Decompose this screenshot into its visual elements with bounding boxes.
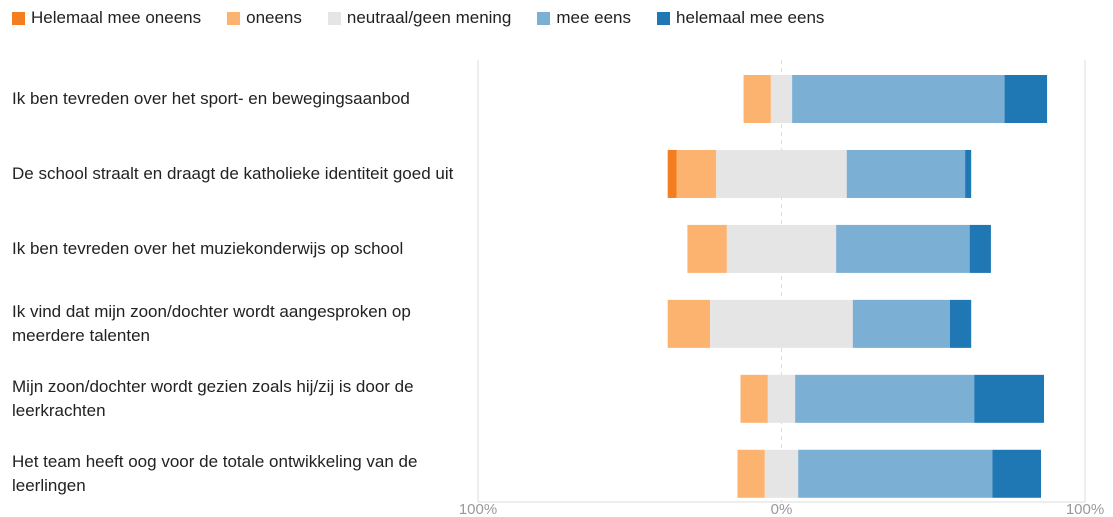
- legend-label: Helemaal mee oneens: [31, 8, 202, 27]
- x-tick-label: 100%: [459, 501, 497, 517]
- bar-segment: [737, 449, 765, 498]
- legend-item: oneens: [227, 8, 302, 28]
- category-label: De school straalt en draagt de katholiek…: [12, 163, 454, 183]
- bar-segment: [992, 449, 1041, 498]
- bar-segment: [740, 374, 768, 423]
- bar-segment: [743, 75, 771, 123]
- legend-label: oneens: [246, 8, 302, 27]
- legend-label: neutraal/geen mening: [346, 8, 512, 27]
- legend-swatch: [327, 11, 341, 25]
- legend-item: neutraal/geen mening: [327, 8, 512, 28]
- bar-segment: [764, 449, 799, 498]
- legend-item: mee eens: [537, 8, 631, 28]
- bar-segment: [846, 149, 966, 198]
- category-label: Het team heeft oog voor de totale ontwik…: [12, 451, 418, 495]
- category-label: Ik vind dat mijn zoon/dochter wordt aang…: [12, 301, 411, 345]
- bar-segment: [969, 224, 991, 273]
- bar-segment: [710, 299, 853, 348]
- category-label: Ik ben tevreden over het sport- en beweg…: [12, 89, 410, 108]
- bar-segment: [965, 149, 972, 198]
- bar-segment: [792, 75, 1005, 123]
- bar-segment: [687, 224, 727, 273]
- legend-item: helemaal mee eens: [657, 8, 824, 28]
- x-tick-label: 0%: [771, 501, 793, 517]
- legend-swatch: [227, 11, 241, 25]
- x-tick-label: 100%: [1066, 501, 1104, 517]
- bar-segment: [798, 449, 993, 498]
- bar-segment: [667, 149, 677, 198]
- bar-segment: [836, 224, 970, 273]
- bar-segment: [770, 75, 793, 123]
- bar-segment: [676, 149, 717, 198]
- legend: Helemaal mee oneens oneens neutraal/geen m…: [12, 8, 824, 28]
- legend-swatch: [537, 11, 551, 25]
- bar-segment: [852, 299, 950, 348]
- legend-swatch: [12, 11, 25, 25]
- legend-item: Helemaal mee oneens: [12, 8, 201, 28]
- category-label: Mijn zoon/dochter wordt gezien zoals hij…: [12, 376, 414, 420]
- legend-label: helemaal mee eens: [676, 8, 825, 27]
- legend-label: mee eens: [556, 8, 632, 27]
- bar-segment: [767, 374, 796, 423]
- bar-segment: [949, 299, 972, 348]
- bar-segment: [1004, 75, 1048, 123]
- bar-segment: [974, 374, 1045, 423]
- category-label: Ik ben tevreden over het muziekonderwijs…: [12, 238, 404, 258]
- bar-segment: [667, 299, 711, 348]
- bar-segment: [795, 374, 975, 423]
- legend-swatch: [657, 11, 671, 25]
- bar-segment: [726, 224, 837, 273]
- bar-segment: [716, 149, 847, 198]
